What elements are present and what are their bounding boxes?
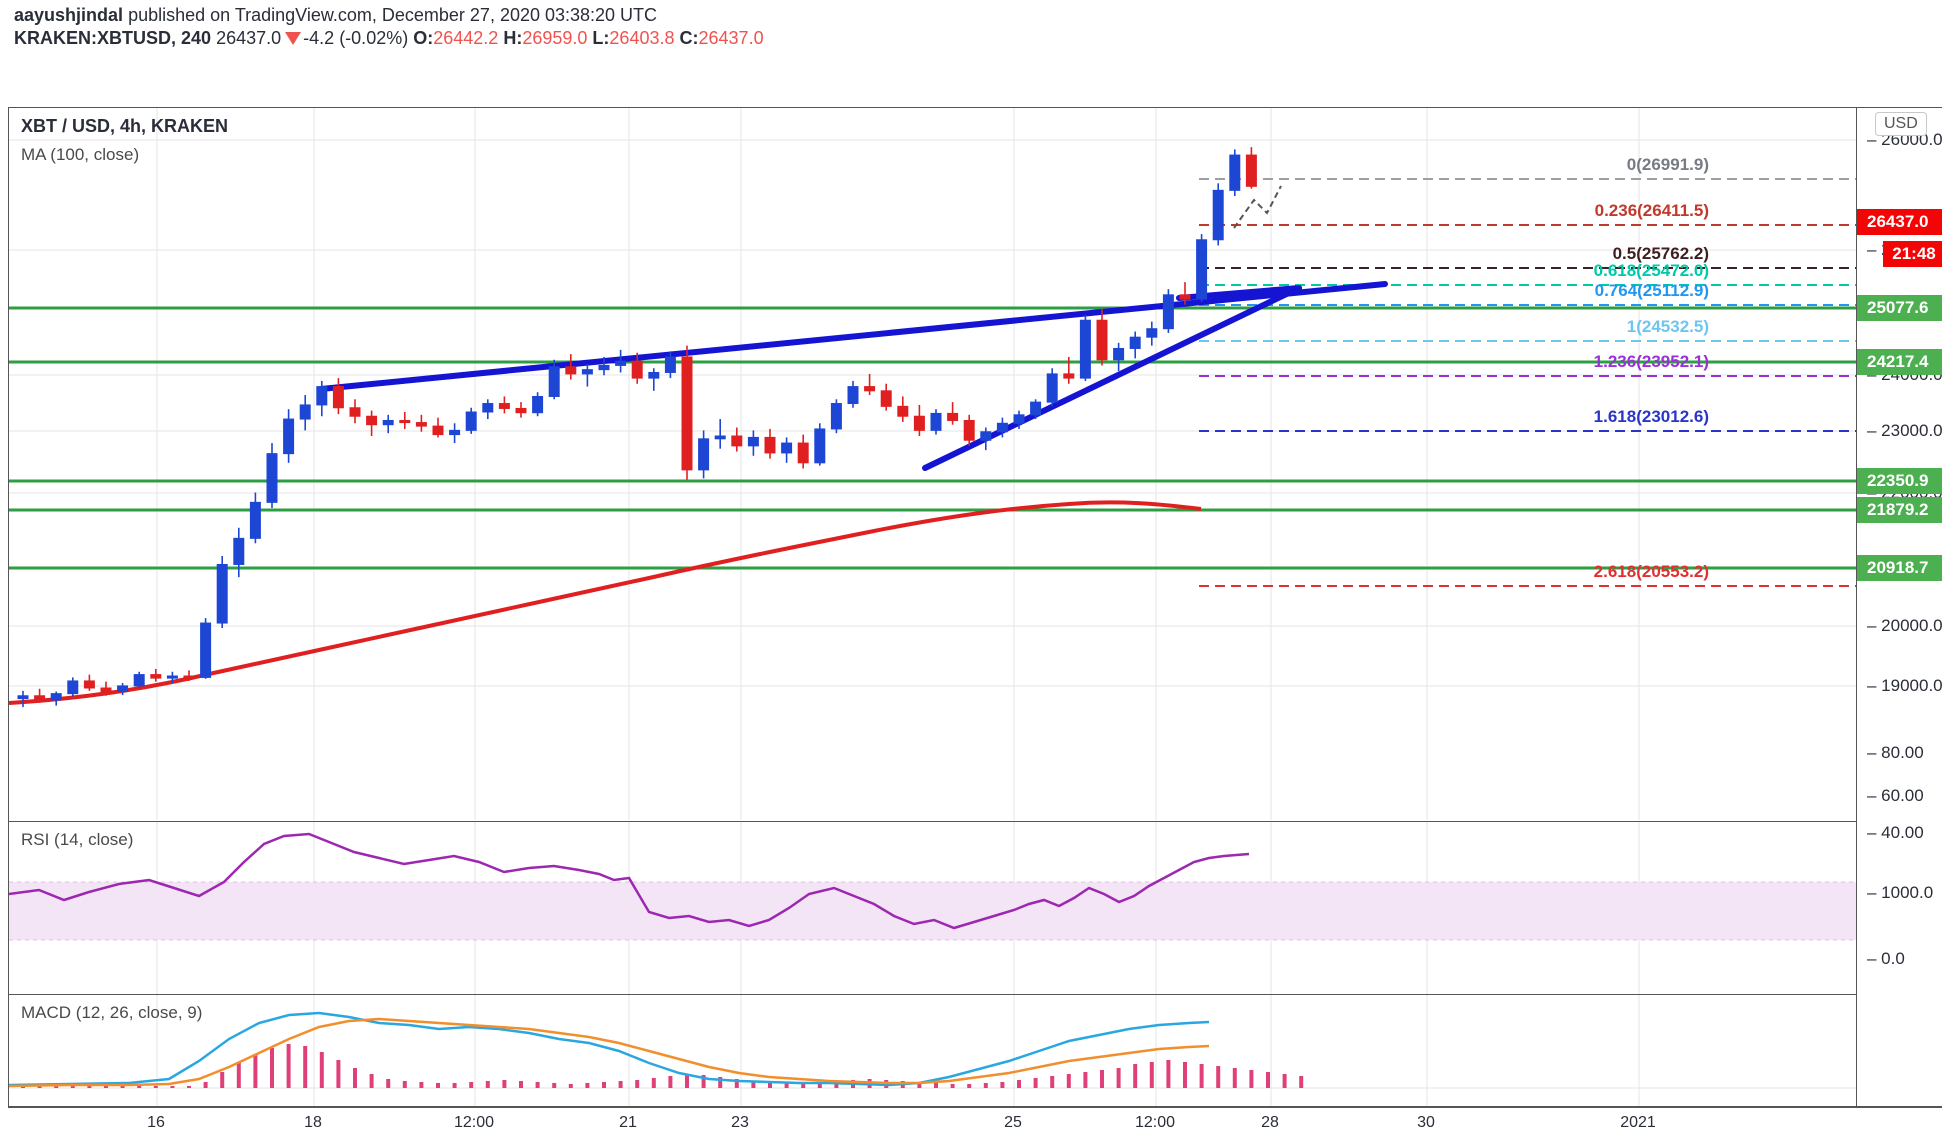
macd-plot-svg: [9, 995, 1856, 1106]
down-triangle-icon: [285, 32, 302, 45]
macd-pane[interactable]: MACD (12, 26, close, 9): [9, 994, 1856, 1106]
time-tick: 25: [1004, 1114, 1022, 1131]
high-value: 26959.0: [522, 28, 588, 48]
fib-level-label: 1(24532.5): [1626, 317, 1709, 336]
rsi-tick: – 40.00: [1867, 823, 1924, 842]
chart-header: aayushjindal published on TradingView.co…: [0, 0, 1942, 49]
plot-area[interactable]: XBT / USD, 4h, KRAKEN MA (100, close) 0(…: [8, 107, 1856, 1107]
rsi-tick: – 80.00: [1867, 743, 1924, 762]
symbol-code: KRAKEN:XBTUSD, 240: [14, 28, 212, 48]
price-level-badge: 25077.6: [1857, 295, 1942, 321]
price-level-badge: 20918.7: [1857, 555, 1942, 581]
time-tick: 16: [147, 1114, 165, 1131]
last-price: 26437.0: [216, 28, 282, 48]
fib-level-label: 1.236(23952.1): [1593, 352, 1709, 371]
macd-label: MACD (12, 26, close, 9): [21, 1003, 203, 1022]
macd-tick: – 1000.0: [1867, 883, 1934, 902]
time-axis[interactable]: 16 18 12:00 21 23 25 12:00 28 30 2021: [8, 1107, 1942, 1143]
fib-level-label: 0(26991.9): [1626, 155, 1709, 174]
close-label: C:: [679, 28, 699, 48]
author-name: aayushjindal: [14, 5, 124, 25]
fib-level-label: 2.618(20553.2): [1593, 562, 1709, 581]
open-label: O:: [413, 28, 434, 48]
low-value: 26403.8: [609, 28, 675, 48]
fib-level-label: 0.5(25762.2): [1612, 244, 1709, 263]
publication-line: aayushjindal published on TradingView.co…: [14, 4, 1942, 26]
legend-title: XBT / USD, 4h, KRAKEN: [21, 116, 229, 136]
low-label: L:: [592, 28, 610, 48]
chart-legend: XBT / USD, 4h, KRAKEN MA (100, close): [21, 116, 228, 165]
time-tick: 12:00: [1134, 1114, 1176, 1131]
time-tick: 2021: [1620, 1114, 1656, 1131]
time-tick: 21: [619, 1114, 637, 1131]
time-tick: 30: [1417, 1114, 1435, 1131]
fib-level-label: 0.618(25472.0): [1593, 261, 1709, 280]
price-tick: – 20000.0: [1867, 616, 1942, 635]
rsi-tick: – 60.00: [1867, 786, 1924, 805]
price-level-badge: 24217.4: [1857, 349, 1942, 375]
price-level-badge: 21879.2: [1857, 497, 1942, 523]
fib-level-label: 0.236(26411.5): [1594, 201, 1709, 220]
legend-ma: MA (100, close): [21, 145, 140, 164]
price-tick: – 19000.0: [1867, 676, 1942, 695]
close-value: 26437.0: [698, 28, 764, 48]
countdown-badge: 21:48: [1883, 241, 1942, 267]
time-tick: 12:00: [453, 1114, 495, 1131]
time-tick: 23: [731, 1114, 749, 1131]
price-axis[interactable]: USD – 26000.0– 25000.0– 24000.0– 23000.0…: [1856, 107, 1942, 1107]
rsi-pane[interactable]: RSI (14, close): [9, 821, 1856, 994]
high-label: H:: [503, 28, 523, 48]
change-percent: (-0.02%): [339, 28, 409, 48]
rsi-plot-svg: [9, 822, 1856, 994]
change-absolute: -4.2: [303, 28, 335, 48]
price-level-badge: 22350.9: [1857, 468, 1942, 494]
fib-level-label: 1.618(23012.6): [1593, 407, 1709, 426]
time-tick: 18: [304, 1114, 322, 1131]
open-value: 26442.2: [433, 28, 499, 48]
symbol-quote-line: KRAKEN:XBTUSD, 240 26437.0 -4.2 (-0.02%) …: [14, 27, 1942, 49]
price-tick: – 23000.0: [1867, 421, 1942, 440]
time-tick: 28: [1261, 1114, 1279, 1131]
rsi-label: RSI (14, close): [21, 830, 134, 849]
published-text: published on TradingView.com, December 2…: [128, 5, 658, 25]
price-plot-svg: [9, 108, 1856, 820]
macd-tick: – 0.0: [1867, 949, 1905, 968]
chart-canvas[interactable]: XBT / USD, 4h, KRAKEN MA (100, close) 0(…: [0, 49, 1942, 1131]
price-level-badge: 26437.0: [1857, 209, 1942, 235]
price-pane[interactable]: 0(26991.9) 0.236(26411.5) 0.5(25762.2) 0.61…: [9, 108, 1856, 820]
fib-level-label: 0.764(25112.9): [1594, 281, 1709, 300]
currency-chip[interactable]: USD: [1875, 112, 1927, 136]
